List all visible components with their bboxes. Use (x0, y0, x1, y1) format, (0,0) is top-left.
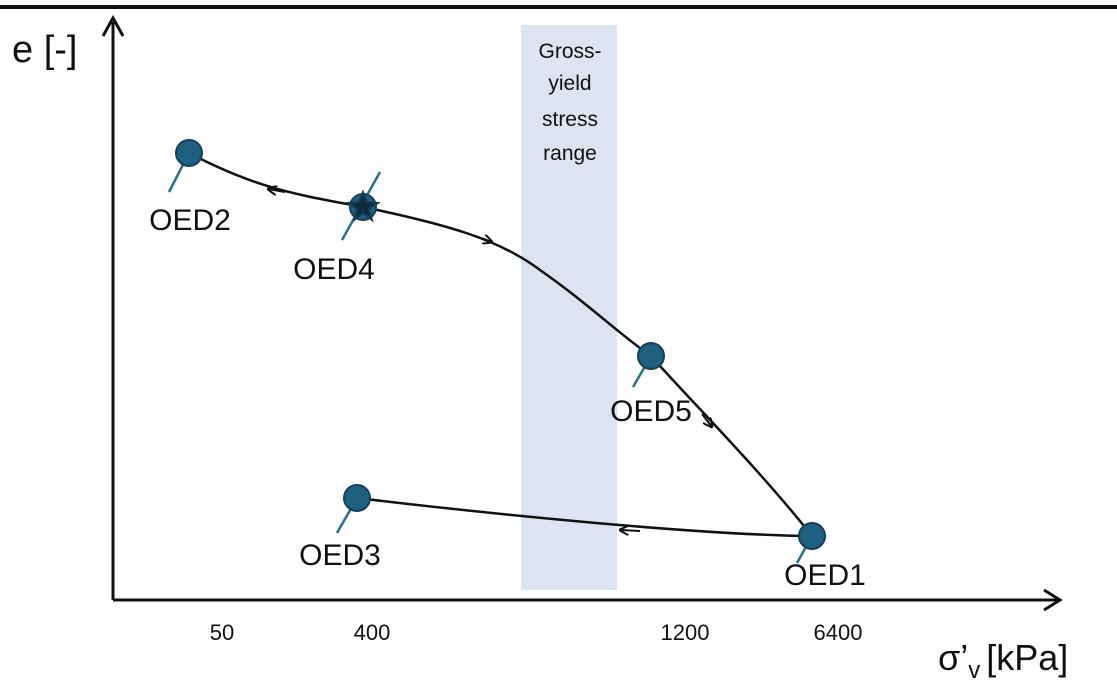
band-line: Gross- (539, 40, 602, 63)
point-label: OED4 (293, 253, 375, 286)
unloading-path (356, 496, 813, 538)
band-line: range (543, 142, 597, 165)
x-label-subscript: v (968, 657, 980, 682)
point-label: OED1 (784, 559, 866, 592)
point-marker (798, 522, 826, 550)
band-label: Gross- yield stress range (539, 40, 602, 165)
arrow (620, 530, 641, 531)
y-axis-label: e [-] (12, 29, 77, 71)
point-marker (175, 139, 203, 167)
arrow (701, 413, 712, 427)
point-label: OED3 (299, 539, 381, 572)
band-line: yield (548, 72, 591, 95)
band-line: stress (542, 108, 598, 131)
x-axis-label: σ’v [kPa] (938, 637, 1068, 682)
top-rule (0, 5, 1117, 9)
point-label: OED2 (149, 204, 231, 237)
x-label-unit: [kPa] (986, 637, 1068, 678)
point-marker (343, 484, 371, 512)
x-tick-label: 6400 (814, 620, 863, 645)
star-marker (345, 189, 381, 223)
x-tick-label: 400 (354, 620, 391, 645)
y-axis (101, 14, 125, 600)
point-label: OED5 (610, 395, 692, 428)
arrow (268, 189, 286, 192)
arrow (474, 236, 492, 242)
yield-band (521, 25, 617, 590)
x-label-symbol: σ’ (938, 637, 968, 678)
point-marker (637, 342, 665, 370)
x-tick-label: 1200 (661, 620, 710, 645)
x-axis (113, 588, 1063, 612)
x-tick-label: 50 (210, 620, 234, 645)
loading-path (188, 151, 813, 537)
